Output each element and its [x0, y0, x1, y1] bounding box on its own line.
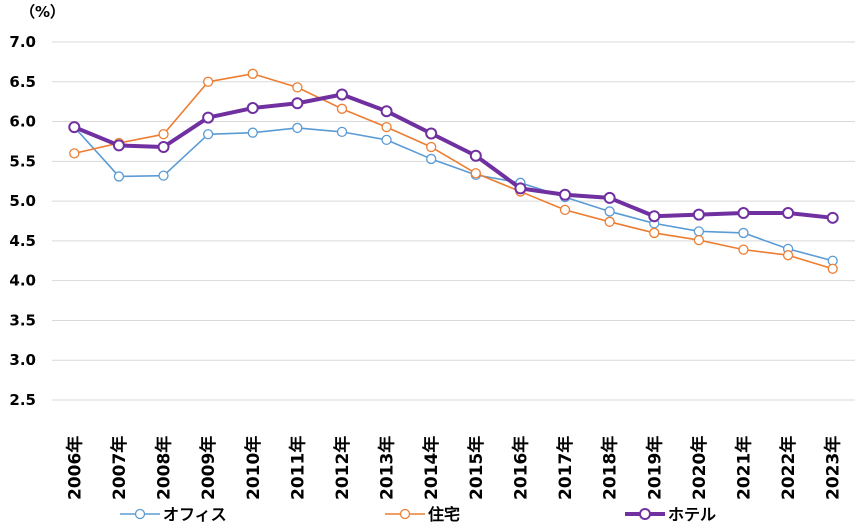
series-line [73, 126, 833, 262]
grid-lines [52, 41, 855, 401]
legend-marker [134, 508, 146, 520]
series-lines [68, 68, 839, 274]
data-point [113, 171, 125, 182]
data-point [559, 204, 571, 216]
data-point [469, 149, 482, 162]
data-point [737, 207, 750, 220]
data-point [649, 227, 660, 239]
y-tick-labels: 2.5 3.0 3.5 4.0 4.5 5.0 5.5 6.0 6.5 7.0 [9, 33, 36, 409]
data-point [381, 121, 392, 133]
data-point [291, 97, 304, 110]
series-line [73, 92, 833, 220]
data-point [246, 102, 259, 115]
legend: オフィス 住宅 ホテル [120, 505, 716, 524]
x-tick-label: 2015年 [466, 436, 487, 500]
y-tick-label: 4.5 [9, 232, 36, 250]
y-tick-label: 4.0 [9, 272, 36, 290]
y-tick-label: 6.0 [9, 113, 36, 131]
legend-label: 住宅 [428, 505, 460, 524]
x-tick-label: 2006年 [64, 436, 85, 500]
data-point [157, 141, 170, 154]
y-tick-label: 3.5 [9, 311, 36, 329]
data-point [247, 127, 258, 138]
data-point [202, 111, 215, 124]
data-point [826, 211, 839, 224]
data-point [514, 182, 527, 195]
data-point [470, 168, 481, 179]
data-point [112, 139, 125, 152]
legend-item: オフィス [120, 505, 227, 524]
data-point [292, 122, 303, 134]
data-point [693, 226, 705, 237]
data-point [738, 244, 749, 255]
y-tick-label: 2.5 [9, 391, 36, 409]
y-tick-label: 5.0 [9, 192, 36, 210]
data-point [69, 148, 80, 159]
data-point [559, 188, 572, 201]
data-point [68, 121, 81, 134]
data-point [336, 126, 348, 138]
data-point [380, 105, 393, 118]
y-tick-label: 7.0 [9, 33, 36, 51]
x-tick-label: 2018年 [600, 436, 621, 500]
data-point [426, 141, 437, 153]
data-point [158, 170, 169, 181]
legend-marker [399, 508, 411, 520]
data-point [782, 250, 794, 261]
x-tick-label: 2007年 [109, 436, 130, 500]
y-tick-label: 6.5 [9, 73, 36, 91]
data-point [247, 68, 258, 79]
data-point [648, 210, 661, 223]
x-tick-label: 2012年 [332, 436, 353, 500]
x-tick-label: 2022年 [778, 436, 799, 500]
x-tick-label: 2009年 [198, 436, 219, 500]
data-point [827, 263, 838, 274]
y-axis-unit-label: （%） [20, 3, 65, 21]
series-2 [69, 68, 838, 274]
x-tick-label: 2008年 [154, 436, 175, 500]
x-tick-label: 2019年 [644, 436, 665, 500]
x-tick-label: 2017年 [555, 436, 576, 500]
series-3 [68, 88, 839, 224]
data-point [335, 88, 348, 101]
legend-item: 住宅 [385, 505, 460, 524]
legend-label: オフィス [163, 505, 227, 524]
series-line [74, 73, 833, 270]
legend-marker [639, 508, 651, 520]
data-point [426, 153, 437, 165]
x-tick-label: 2016年 [510, 436, 531, 500]
data-point [604, 206, 615, 217]
x-tick-labels: 2006年 2007年 2008年 2009年 2010年 2011年 2012年 2013年… [64, 436, 843, 500]
x-tick-label: 2011年 [287, 436, 308, 500]
legend-item: ホテル [625, 505, 716, 524]
data-point [604, 216, 615, 227]
data-point [202, 129, 214, 140]
data-point [738, 227, 749, 239]
data-point [158, 129, 169, 140]
x-tick-label: 2021年 [733, 436, 754, 500]
y-tick-label: 5.5 [9, 152, 36, 170]
data-point [692, 208, 705, 221]
data-point [381, 134, 392, 146]
x-tick-label: 2013年 [377, 436, 398, 500]
data-point [425, 127, 438, 140]
data-point [292, 82, 303, 93]
x-tick-label: 2010年 [243, 436, 264, 500]
data-point [603, 191, 616, 204]
legend-label: ホテル [668, 505, 716, 524]
data-point [202, 76, 214, 87]
data-point [336, 103, 348, 114]
x-tick-label: 2023年 [823, 436, 844, 500]
y-tick-label: 3.0 [9, 351, 36, 369]
x-tick-label: 2020年 [689, 436, 710, 500]
data-point [693, 234, 705, 246]
x-tick-label: 2014年 [421, 436, 442, 500]
data-point [782, 207, 795, 220]
